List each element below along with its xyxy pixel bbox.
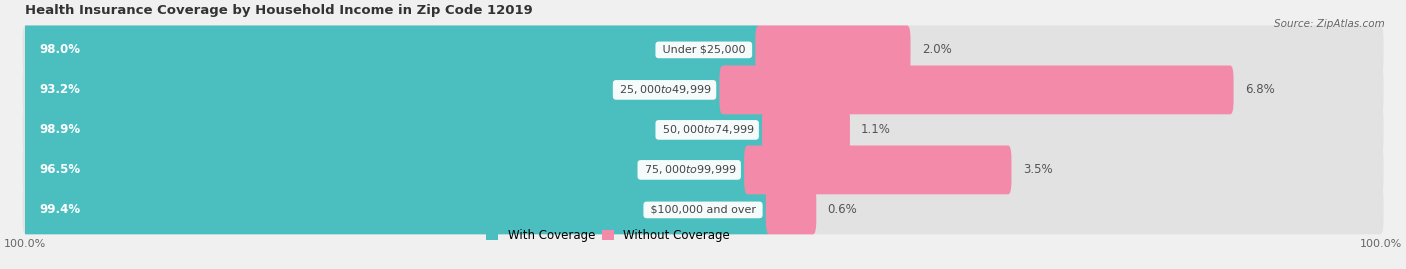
Text: $100,000 and over: $100,000 and over [647, 205, 759, 215]
FancyBboxPatch shape [22, 26, 1384, 74]
Text: Under $25,000: Under $25,000 [659, 45, 749, 55]
FancyBboxPatch shape [22, 146, 1384, 194]
Text: 93.2%: 93.2% [39, 83, 80, 96]
FancyBboxPatch shape [22, 26, 761, 74]
FancyBboxPatch shape [22, 105, 768, 154]
FancyBboxPatch shape [766, 186, 817, 234]
Text: 98.9%: 98.9% [39, 123, 80, 136]
Text: 3.5%: 3.5% [1022, 163, 1052, 176]
Text: $25,000 to $49,999: $25,000 to $49,999 [616, 83, 713, 96]
Text: $75,000 to $99,999: $75,000 to $99,999 [641, 163, 738, 176]
FancyBboxPatch shape [22, 105, 1384, 154]
Legend: With Coverage, Without Coverage: With Coverage, Without Coverage [481, 225, 735, 247]
FancyBboxPatch shape [720, 65, 1233, 114]
Text: 96.5%: 96.5% [39, 163, 80, 176]
FancyBboxPatch shape [755, 26, 911, 74]
FancyBboxPatch shape [22, 146, 749, 194]
Text: 6.8%: 6.8% [1244, 83, 1275, 96]
FancyBboxPatch shape [22, 186, 1384, 234]
Text: 2.0%: 2.0% [922, 43, 952, 56]
Text: Health Insurance Coverage by Household Income in Zip Code 12019: Health Insurance Coverage by Household I… [25, 4, 533, 17]
Text: $50,000 to $74,999: $50,000 to $74,999 [659, 123, 755, 136]
FancyBboxPatch shape [22, 65, 725, 114]
Text: 1.1%: 1.1% [860, 123, 891, 136]
FancyBboxPatch shape [762, 105, 851, 154]
Text: 98.0%: 98.0% [39, 43, 80, 56]
Text: Source: ZipAtlas.com: Source: ZipAtlas.com [1274, 19, 1385, 29]
Text: 99.4%: 99.4% [39, 203, 80, 217]
FancyBboxPatch shape [22, 186, 772, 234]
FancyBboxPatch shape [744, 146, 1011, 194]
Text: 0.6%: 0.6% [828, 203, 858, 217]
FancyBboxPatch shape [22, 65, 1384, 114]
